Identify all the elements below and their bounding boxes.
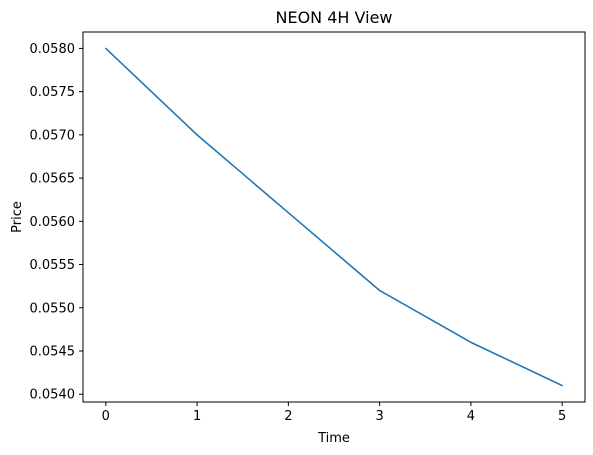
x-tick-label: 0 — [102, 409, 110, 424]
chart-title: NEON 4H View — [276, 8, 393, 27]
x-tick-label: 3 — [375, 409, 383, 424]
series-layer — [105, 47, 563, 387]
y-tick-label: 0.0575 — [30, 85, 76, 100]
y-tick-label: 0.0580 — [30, 42, 76, 57]
x-tick-label: 4 — [467, 409, 475, 424]
y-tick-label: 0.0565 — [30, 172, 76, 187]
y-tick-label: 0.0545 — [30, 344, 76, 359]
y-tick-label: 0.0555 — [30, 258, 76, 273]
y-tick-label: 0.0550 — [30, 301, 76, 316]
y-tick-label: 0.0570 — [30, 128, 76, 143]
y-axis: 0.0540 0.0545 0.0550 0.0555 0.0560 0.0565 0.05… — [30, 42, 83, 403]
x-axis: 0 1 2 3 4 5 — [102, 402, 566, 424]
x-tick-label: 1 — [193, 409, 201, 424]
plot-area — [82, 31, 586, 403]
y-tick-label: 0.0540 — [30, 388, 76, 403]
price-series-line — [105, 47, 563, 387]
x-tick-label: 2 — [284, 409, 292, 424]
x-tick-label: 5 — [558, 409, 566, 424]
x-axis-label: Time — [317, 431, 350, 446]
y-axis-label: Price — [10, 201, 25, 233]
y-tick-label: 0.0560 — [30, 215, 76, 230]
